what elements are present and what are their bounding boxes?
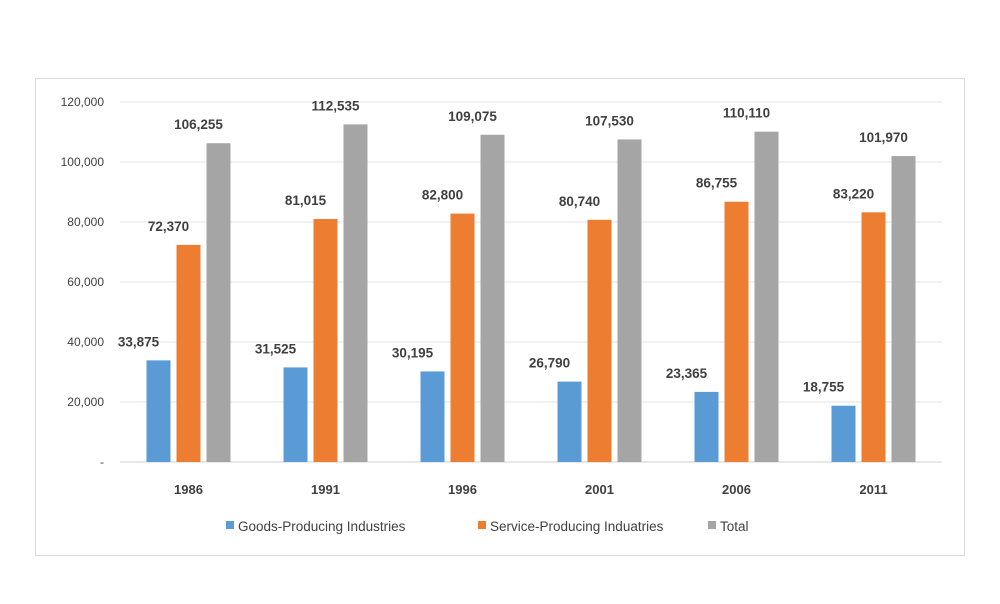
gridlines: [120, 101, 942, 463]
data-label: 81,015: [285, 193, 327, 208]
data-label: 101,970: [859, 130, 908, 145]
y-tick-label: 60,000: [67, 275, 104, 289]
legend-label: Total: [720, 519, 749, 534]
bars: [146, 124, 916, 463]
x-tick-label: 1996: [448, 482, 477, 497]
legend-label: Goods-Producing Industries: [238, 519, 406, 534]
y-tick-label: 120,000: [61, 95, 105, 109]
y-axis-ticks: - 20,000 40,000 60,000 80,000 100,000 120,000: [61, 95, 105, 469]
bar: [176, 244, 201, 462]
legend: Goods-Producing Industries Service-Produc…: [226, 519, 749, 534]
data-label: 110,110: [723, 106, 770, 121]
data-label: 18,755: [803, 380, 845, 395]
data-label: 26,790: [529, 356, 570, 371]
data-label: 106,255: [174, 117, 223, 132]
bar: [587, 219, 612, 462]
data-label: 82,800: [422, 188, 463, 203]
data-label: 83,220: [833, 186, 874, 201]
bar: [861, 212, 886, 462]
y-tick-label: 20,000: [67, 395, 104, 409]
bar: [831, 405, 856, 462]
data-label: 80,740: [559, 194, 600, 209]
legend-label: Service-Producing Induatries: [490, 519, 664, 534]
bar: [557, 381, 582, 462]
bar: [891, 156, 916, 462]
legend-swatch: [708, 521, 716, 529]
bar: [420, 371, 445, 462]
x-tick-label: 2001: [585, 482, 614, 497]
data-label: 107,530: [585, 113, 634, 128]
x-axis-ticks: 1986 1991 1996 2001 2006 2011: [174, 482, 888, 497]
data-labels: 33,875 72,370 106,255 31,525 81,015 112,535 30…: [118, 98, 908, 394]
bar: [724, 201, 749, 463]
bar: [313, 218, 338, 462]
bar: [283, 367, 308, 462]
legend-swatch: [226, 521, 234, 529]
data-label: 72,370: [148, 219, 189, 234]
bar: [754, 131, 779, 463]
bar: [343, 124, 368, 463]
data-label: 23,365: [666, 366, 708, 381]
data-label: 31,525: [255, 341, 297, 356]
data-label: 33,875: [118, 334, 160, 349]
y-tick-label: 40,000: [67, 335, 104, 349]
x-tick-label: 1986: [174, 482, 203, 497]
data-label: 30,195: [392, 345, 434, 360]
bar: [450, 213, 475, 462]
y-tick-label: 80,000: [67, 215, 104, 229]
data-label: 112,535: [311, 98, 360, 113]
x-tick-label: 2011: [859, 482, 887, 497]
bar: [480, 134, 505, 462]
bar: [694, 391, 719, 462]
bar: [206, 143, 231, 463]
data-label: 86,755: [696, 176, 738, 191]
y-tick-label: -: [100, 455, 104, 469]
x-tick-label: 1991: [311, 482, 340, 497]
bar: [146, 360, 171, 462]
data-label: 109,075: [448, 109, 497, 124]
legend-swatch: [478, 521, 486, 529]
bar: [617, 139, 642, 462]
x-tick-label: 2006: [722, 482, 751, 497]
y-tick-label: 100,000: [61, 155, 105, 169]
